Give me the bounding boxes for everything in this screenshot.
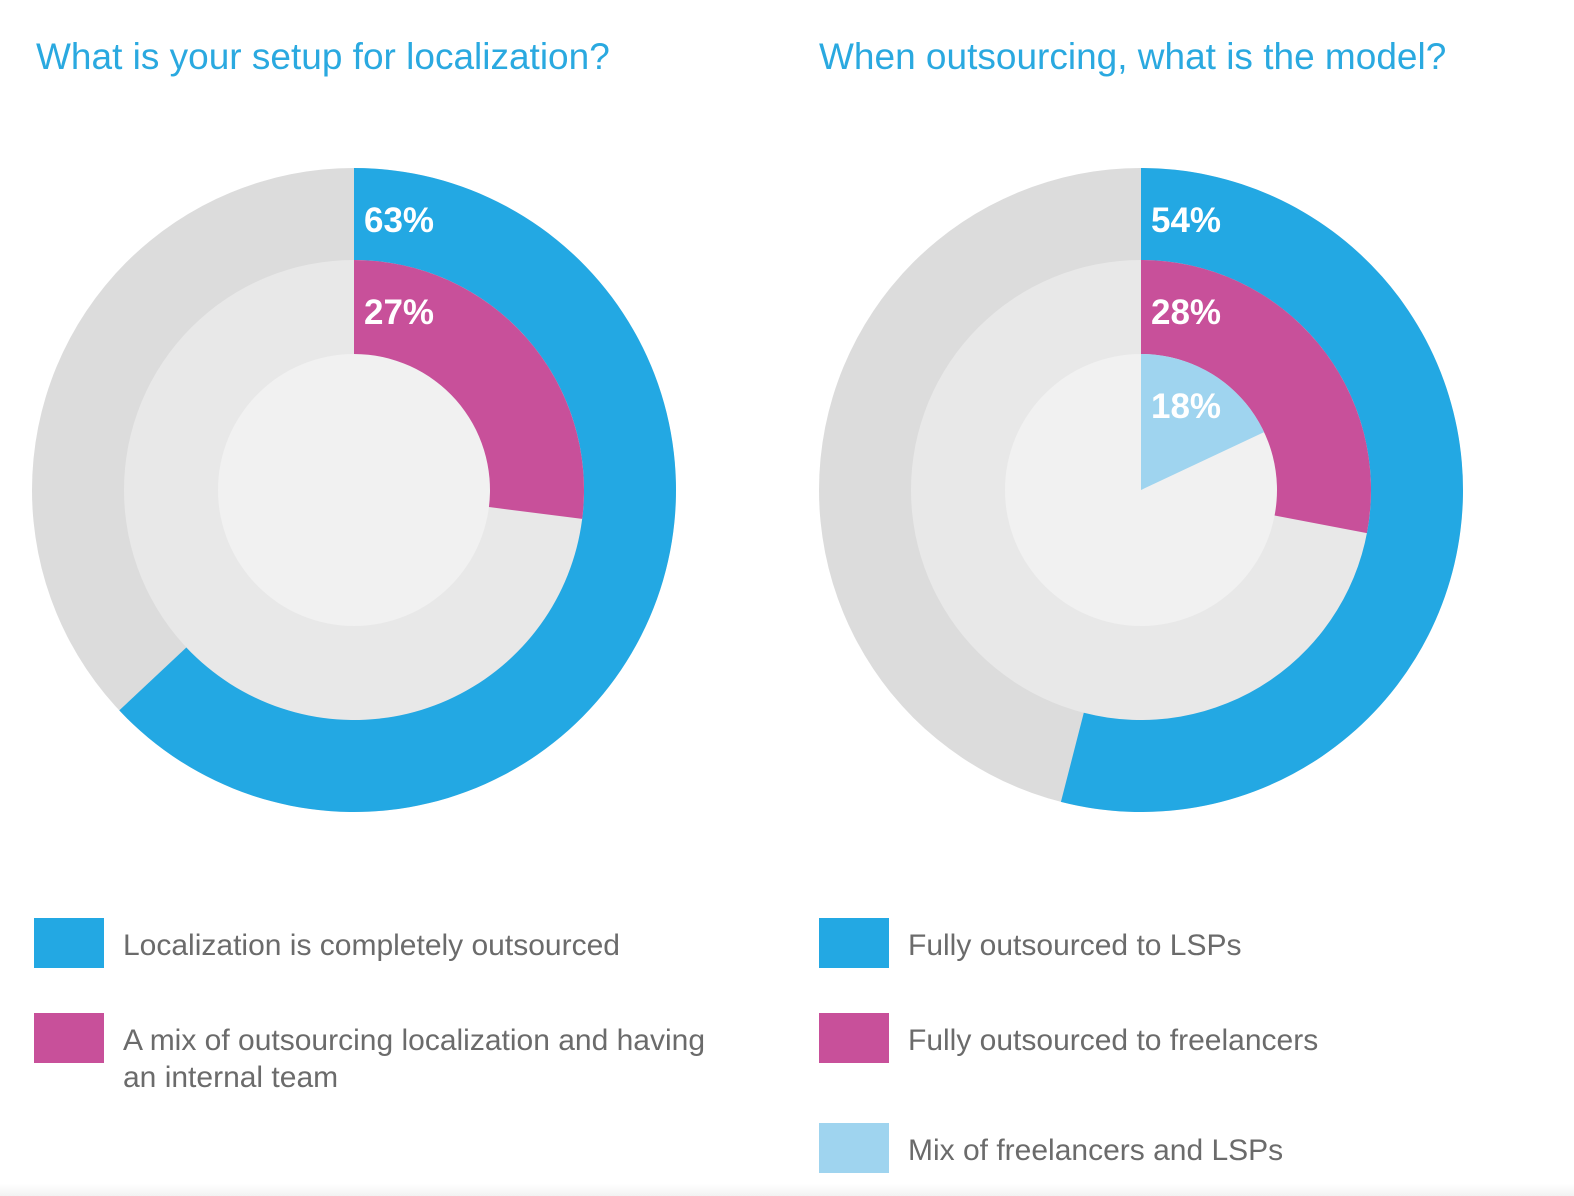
legend-label: Fully outsourced to freelancers xyxy=(908,1024,1319,1057)
ring-track xyxy=(218,354,490,626)
legend-swatch xyxy=(819,1013,889,1063)
donut-arc xyxy=(119,168,677,812)
page-bottom-edge xyxy=(0,1184,1574,1196)
data-label: 27% xyxy=(364,293,434,332)
legend-label: Mix of freelancers and LSPs xyxy=(908,1134,1284,1167)
donut-chart-setup: 63% 27% xyxy=(32,168,677,812)
legend-label: Fully outsourced to LSPs xyxy=(908,929,1242,962)
donut-arc xyxy=(1141,354,1265,490)
legend-label: Localization is completely outsourced xyxy=(123,929,620,962)
chart-panel-model: When outsourcing, what is the model? 54%… xyxy=(787,0,1574,1196)
legend-item: A mix of outsourcing localization and ha… xyxy=(34,1013,733,1096)
donut-arc xyxy=(354,260,584,519)
donut-arc xyxy=(1060,168,1463,812)
legend-item: Localization is completely outsourced xyxy=(34,918,743,968)
data-label: 18% xyxy=(1151,387,1221,426)
data-label: 54% xyxy=(1151,201,1221,240)
legend-swatch xyxy=(34,1013,104,1063)
chart-title: What is your setup for localization? xyxy=(36,36,610,77)
legend-label: A mix of outsourcing localization and ha… xyxy=(123,1024,706,1094)
legend-swatch xyxy=(34,918,104,968)
donut-arc xyxy=(1141,260,1371,534)
legend-item: Fully outsourced to freelancers xyxy=(819,1013,1528,1063)
chart-panel-setup: What is your setup for localization? 63%… xyxy=(32,36,743,1096)
legend-swatch xyxy=(819,918,889,968)
donut-chart-model: 54% 28% 18% xyxy=(819,168,1463,812)
legend-item: Fully outsourced to LSPs xyxy=(819,918,1528,968)
chart-title: When outsourcing, what is the model? xyxy=(819,36,1447,77)
data-label: 63% xyxy=(364,201,434,240)
legend-item: Mix of freelancers and LSPs xyxy=(819,1123,1528,1173)
legend-swatch xyxy=(819,1123,889,1173)
data-label: 28% xyxy=(1151,293,1221,332)
